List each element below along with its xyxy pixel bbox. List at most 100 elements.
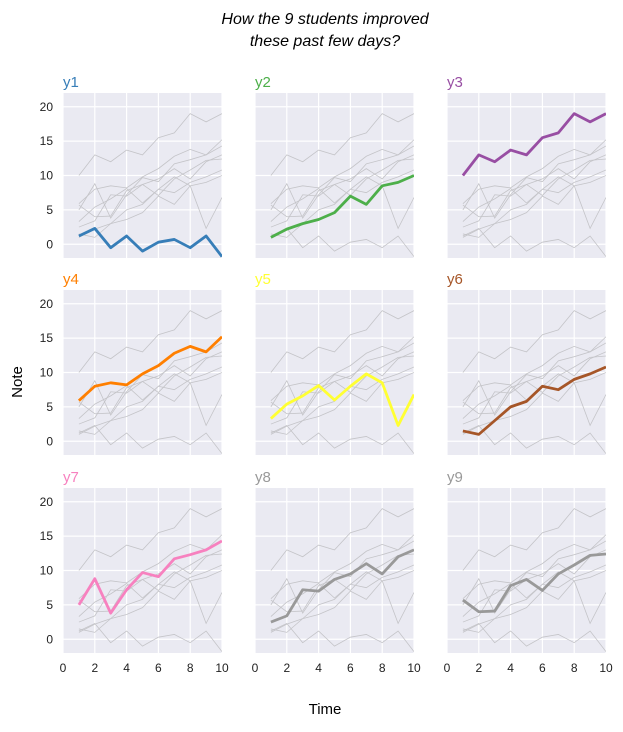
background-line-y4 xyxy=(270,139,414,204)
background-line-y5 xyxy=(78,176,222,230)
background-line-y2 xyxy=(462,570,606,633)
background-line-y7 xyxy=(462,540,606,614)
x-tick-label: 8 xyxy=(187,661,194,675)
x-tick-label: 4 xyxy=(315,661,322,675)
background-line-y1 xyxy=(462,424,606,454)
series-line-y1 xyxy=(78,227,222,258)
panel-title-y2: y2 xyxy=(255,74,271,91)
background-line-y9 xyxy=(270,553,414,613)
background-line-y1 xyxy=(270,622,414,652)
panel-y6: y6 xyxy=(446,271,607,455)
background-line-y8 xyxy=(78,351,222,425)
y-tick-label: 0 xyxy=(46,237,53,251)
y-tick-label: 20 xyxy=(40,100,54,114)
x-tick-label: 0 xyxy=(60,661,67,675)
panel-y4: y4 0 5 10 15 20 xyxy=(40,271,223,455)
x-tick-label: 6 xyxy=(539,661,546,675)
background-line-y6 xyxy=(270,169,414,238)
y-tick-label: 0 xyxy=(46,632,53,646)
background-line-y3 xyxy=(78,508,222,571)
y-tick-label: 15 xyxy=(40,529,54,543)
chart-title-line-2: these past few days? xyxy=(250,33,400,50)
background-line-y1 xyxy=(270,227,414,257)
background-line-y7 xyxy=(462,342,606,416)
background-line-y3 xyxy=(462,310,606,373)
background-line-y1 xyxy=(462,227,606,257)
background-line-y3 xyxy=(78,113,222,176)
chart-title-line-1: How the 9 students improved xyxy=(221,11,429,28)
background-line-y4 xyxy=(78,534,222,599)
background-line-y8 xyxy=(462,351,606,425)
panel-y7: y7 0 5 10 15 20 0 2 4 6 8 10 xyxy=(40,469,229,675)
background-line-y7 xyxy=(78,342,222,416)
background-line-y9 xyxy=(270,158,414,218)
x-tick-label: 2 xyxy=(91,661,98,675)
panel-title-y7: y7 xyxy=(63,469,79,486)
x-tick-label: 0 xyxy=(252,661,259,675)
background-line-y7 xyxy=(78,145,222,219)
x-tick-label: 2 xyxy=(283,661,290,675)
background-line-y1 xyxy=(78,622,222,652)
y-axis-label: Note xyxy=(9,366,26,398)
panel-y1: y1 0 5 10 15 20 xyxy=(40,74,223,258)
background-line-y9 xyxy=(462,355,606,415)
background-line-y8 xyxy=(462,154,606,228)
background-line-y6 xyxy=(78,564,222,633)
background-line-y8 xyxy=(78,549,222,623)
background-line-y4 xyxy=(462,336,606,401)
background-line-y5 xyxy=(270,176,414,230)
background-line-y6 xyxy=(270,564,414,633)
background-line-y3 xyxy=(462,508,606,571)
background-line-y5 xyxy=(78,373,222,427)
x-tick-label: 10 xyxy=(215,661,229,675)
y-tick-label: 10 xyxy=(40,564,54,578)
panel-y3: y3 xyxy=(446,74,607,258)
background-line-y3 xyxy=(270,508,414,571)
background-line-y9 xyxy=(270,355,414,415)
x-tick-label: 6 xyxy=(155,661,162,675)
background-line-y6 xyxy=(78,169,222,238)
background-line-y2 xyxy=(78,175,222,238)
series-line-y8 xyxy=(270,548,414,624)
y-tick-label: 10 xyxy=(40,169,54,183)
background-line-y1 xyxy=(78,424,222,454)
background-line-y2 xyxy=(270,570,414,633)
series-line-y7 xyxy=(77,539,222,615)
background-line-y4 xyxy=(462,534,606,599)
panel-title-y6: y6 xyxy=(447,271,463,288)
background-line-y5 xyxy=(462,176,606,230)
background-line-y7 xyxy=(270,145,414,219)
background-line-y3 xyxy=(270,113,414,176)
background-line-y7 xyxy=(270,342,414,416)
y-tick-label: 20 xyxy=(40,297,54,311)
y-tick-label: 15 xyxy=(40,331,54,345)
background-line-y8 xyxy=(462,549,606,623)
series-line-y4 xyxy=(77,335,222,402)
background-line-y2 xyxy=(78,372,222,435)
y-tick-label: 5 xyxy=(46,203,53,217)
background-line-y7 xyxy=(462,145,606,219)
panel-title-y1: y1 xyxy=(63,74,79,91)
y-tick-label: 5 xyxy=(46,598,53,612)
series-line-y5 xyxy=(269,372,414,427)
x-axis-label: Time xyxy=(309,701,342,718)
x-tick-label: 6 xyxy=(347,661,354,675)
panel-y5: y5 xyxy=(254,271,415,455)
series-line-y9 xyxy=(462,552,606,614)
series-line-y6 xyxy=(462,365,606,436)
background-line-y8 xyxy=(78,154,222,228)
panel-title-y4: y4 xyxy=(63,271,79,288)
background-line-y6 xyxy=(78,366,222,435)
background-line-y1 xyxy=(270,424,414,454)
background-line-y9 xyxy=(78,553,222,613)
background-line-y6 xyxy=(462,169,606,238)
background-line-y4 xyxy=(462,139,606,204)
background-line-y9 xyxy=(78,158,222,218)
panel-title-y9: y9 xyxy=(447,469,463,486)
series-line-y2 xyxy=(270,174,414,239)
background-line-y4 xyxy=(78,139,222,204)
background-line-y2 xyxy=(462,175,606,238)
panel-y9: y9 0 2 4 6 8 10 xyxy=(444,469,613,675)
y-tick-label: 15 xyxy=(40,134,54,148)
